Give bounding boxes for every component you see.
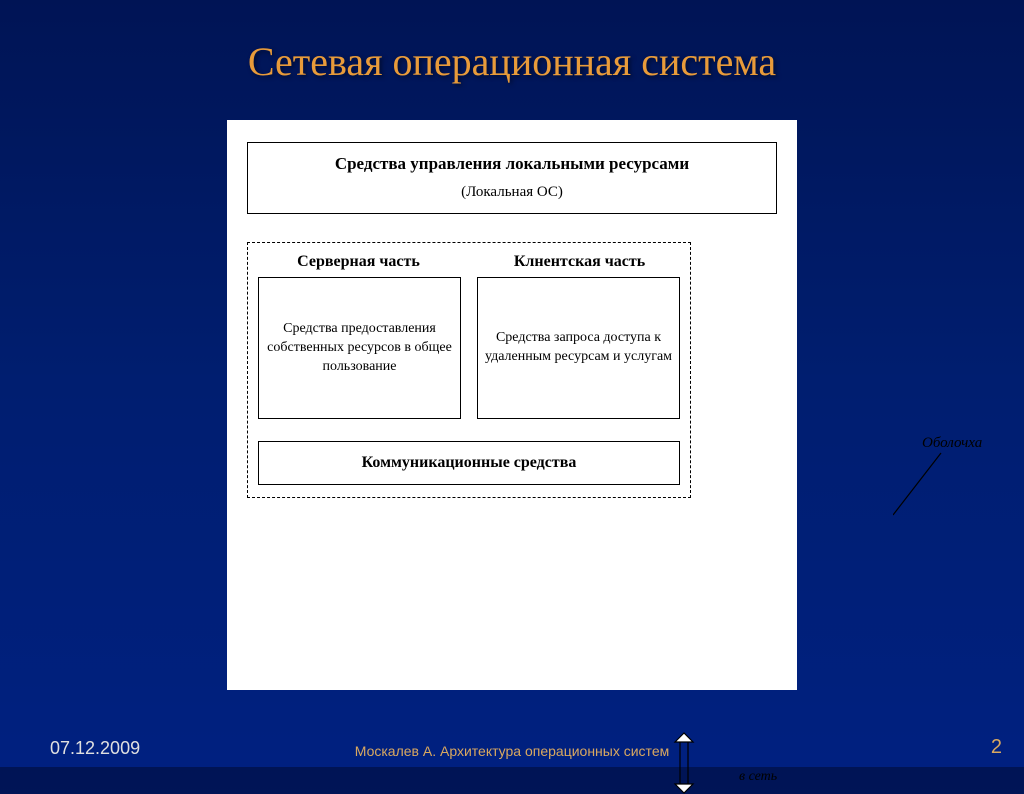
client-header: Клнентская часть — [479, 253, 680, 271]
top-box: Средства управления локальными ресурсами… — [247, 142, 777, 214]
slide-title: Сетевая операционная система — [0, 0, 1024, 85]
diagram: Средства управления локальными ресурсами… — [227, 120, 797, 690]
server-header: Серверная часть — [258, 253, 459, 271]
footer-author: Москалев А. Архитектура операционных сис… — [355, 743, 669, 759]
client-box: Средства запроса доступа к удаленным рес… — [477, 277, 680, 419]
boxes-row: Средства предоставления собственных ресу… — [258, 277, 680, 419]
headers-row: Серверная часть Клнентская часть — [258, 253, 680, 271]
footer-date: 07.12.2009 — [50, 738, 140, 759]
dashed-container: Серверная часть Клнентская часть Средств… — [247, 242, 691, 498]
server-box: Средства предоставления собственных ресу… — [258, 277, 461, 419]
communication-box: Коммуникационные средства — [258, 441, 680, 485]
network-label: в сеть — [739, 769, 777, 785]
shell-label: Оболочха — [922, 435, 982, 452]
shell-connector-line — [893, 450, 953, 520]
top-box-subtitle: (Локальная ОС) — [258, 184, 766, 201]
top-box-title: Средства управления локальными ресурсами — [258, 153, 766, 174]
footer: 07.12.2009 Москалев А. Архитектура опера… — [0, 736, 1024, 759]
footer-page: 2 — [991, 736, 1002, 759]
